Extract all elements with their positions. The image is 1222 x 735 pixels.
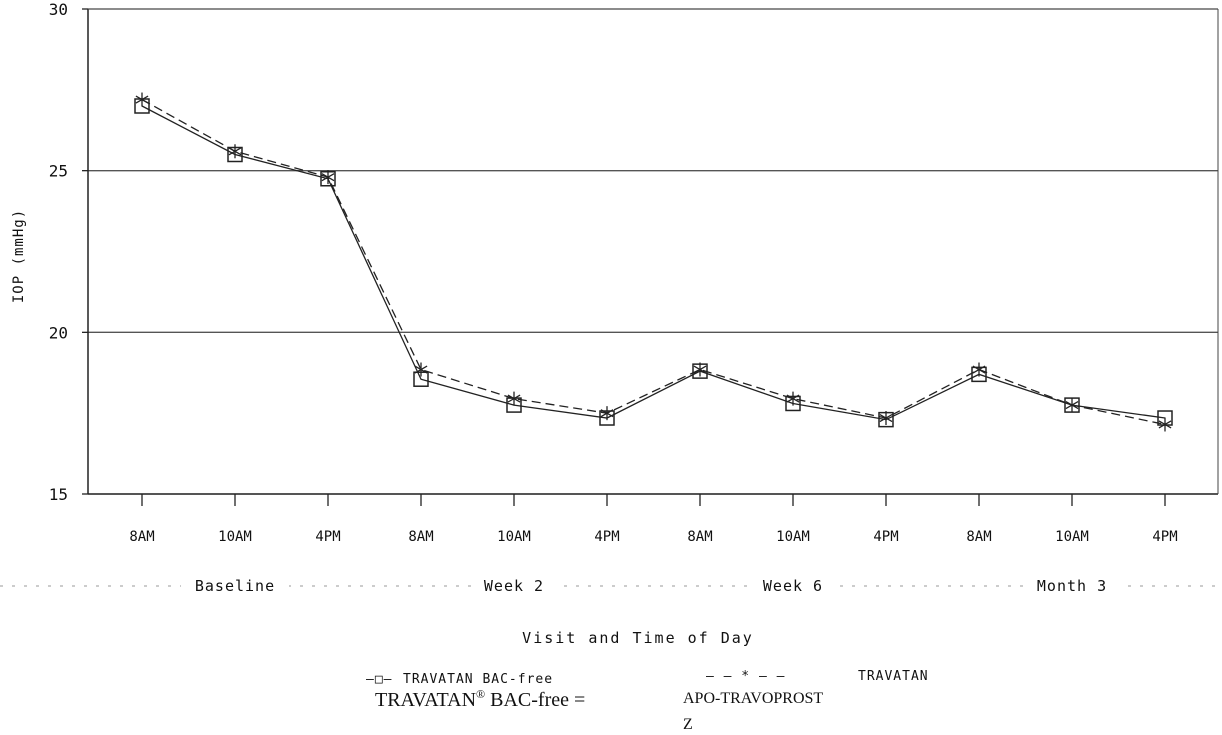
group-label-bg	[181, 570, 289, 594]
point-marker-asterisk	[786, 391, 800, 406]
series-layer	[134, 92, 1173, 432]
x-tick-label: 4PM	[873, 529, 898, 545]
legend: –□– TRAVATAN BAC-free — — * — — TRAVATAN	[366, 669, 929, 687]
x-tick-label: 4PM	[594, 529, 619, 545]
point-marker-asterisk	[414, 362, 428, 377]
point-marker-asterisk	[228, 144, 242, 159]
legend-symbol-travatan: — — * — —	[706, 669, 785, 684]
legend-label-bac-free: TRAVATAN BAC-free	[403, 672, 553, 687]
series-line-1	[141, 98, 1166, 426]
point-marker-asterisk	[600, 406, 614, 421]
y-tick-label: 30	[49, 0, 68, 19]
x-tick-label: 8AM	[966, 529, 991, 545]
series-line-0	[141, 105, 1166, 421]
gridlines	[88, 8, 1218, 495]
group-label: Week 2	[484, 577, 544, 595]
legend-label-travatan: TRAVATAN	[858, 669, 929, 684]
x-tick-label: 8AM	[408, 529, 433, 545]
svg-text:TRAVATAN® BAC-free =: TRAVATAN® BAC-free =	[375, 687, 585, 711]
group-label: Week 6	[763, 577, 823, 595]
group-label-bg	[1023, 570, 1121, 594]
group-label: Month 3	[1037, 577, 1107, 595]
y-tick-label: 20	[49, 323, 68, 342]
y-axis-label: IOP (mmHg)	[11, 209, 27, 303]
point-marker-asterisk	[693, 362, 707, 377]
footnote-lhs: TRAVATAN	[375, 689, 476, 711]
point-marker-asterisk	[879, 411, 893, 426]
point-marker-asterisk	[1065, 398, 1079, 413]
plot-frame	[87, 8, 1219, 494]
point-marker-asterisk	[135, 92, 149, 107]
x-tick-label: 10AM	[497, 529, 531, 545]
footnote-lhs-rest: BAC-free =	[485, 689, 585, 711]
footnote-rhs-line1: APO-TRAVOPROST	[683, 690, 823, 707]
footnote-rhs-line2: Z	[683, 716, 693, 733]
y-tick-label: 15	[49, 485, 68, 504]
x-tick-label: 4PM	[315, 529, 340, 545]
x-tick-label: 10AM	[218, 529, 252, 545]
point-marker-asterisk	[1158, 417, 1172, 432]
footnote: TRAVATAN® BAC-free = APO-TRAVOPROST Z	[375, 687, 823, 733]
legend-symbol-bac-free: –□–	[366, 672, 392, 687]
x-axis-ticks: 8AM 10AM 4PM 8AM 10AM 4PM 8AM 10AM 4PM 8AM 10AM 4PM	[129, 494, 1178, 545]
x-axis-groups: Baseline Week 2 Week 6 Month 3	[0, 570, 1222, 595]
footnote-sup: ®	[476, 687, 485, 701]
point-marker-asterisk	[972, 362, 986, 377]
y-axis-ticks: 15 20 25 30	[49, 0, 88, 504]
x-axis-label: Visit and Time of Day	[522, 629, 754, 647]
x-tick-label: 10AM	[1055, 529, 1089, 545]
group-label-bg	[471, 570, 557, 594]
x-tick-label: 10AM	[776, 529, 810, 545]
x-tick-label: 8AM	[687, 529, 712, 545]
x-tick-label: 4PM	[1152, 529, 1177, 545]
x-tick-label: 8AM	[129, 529, 154, 545]
point-marker-asterisk	[321, 170, 335, 185]
point-marker-asterisk	[507, 391, 521, 406]
y-tick-label: 25	[49, 162, 68, 181]
group-label: Baseline	[195, 577, 275, 595]
group-label-bg	[750, 570, 836, 594]
